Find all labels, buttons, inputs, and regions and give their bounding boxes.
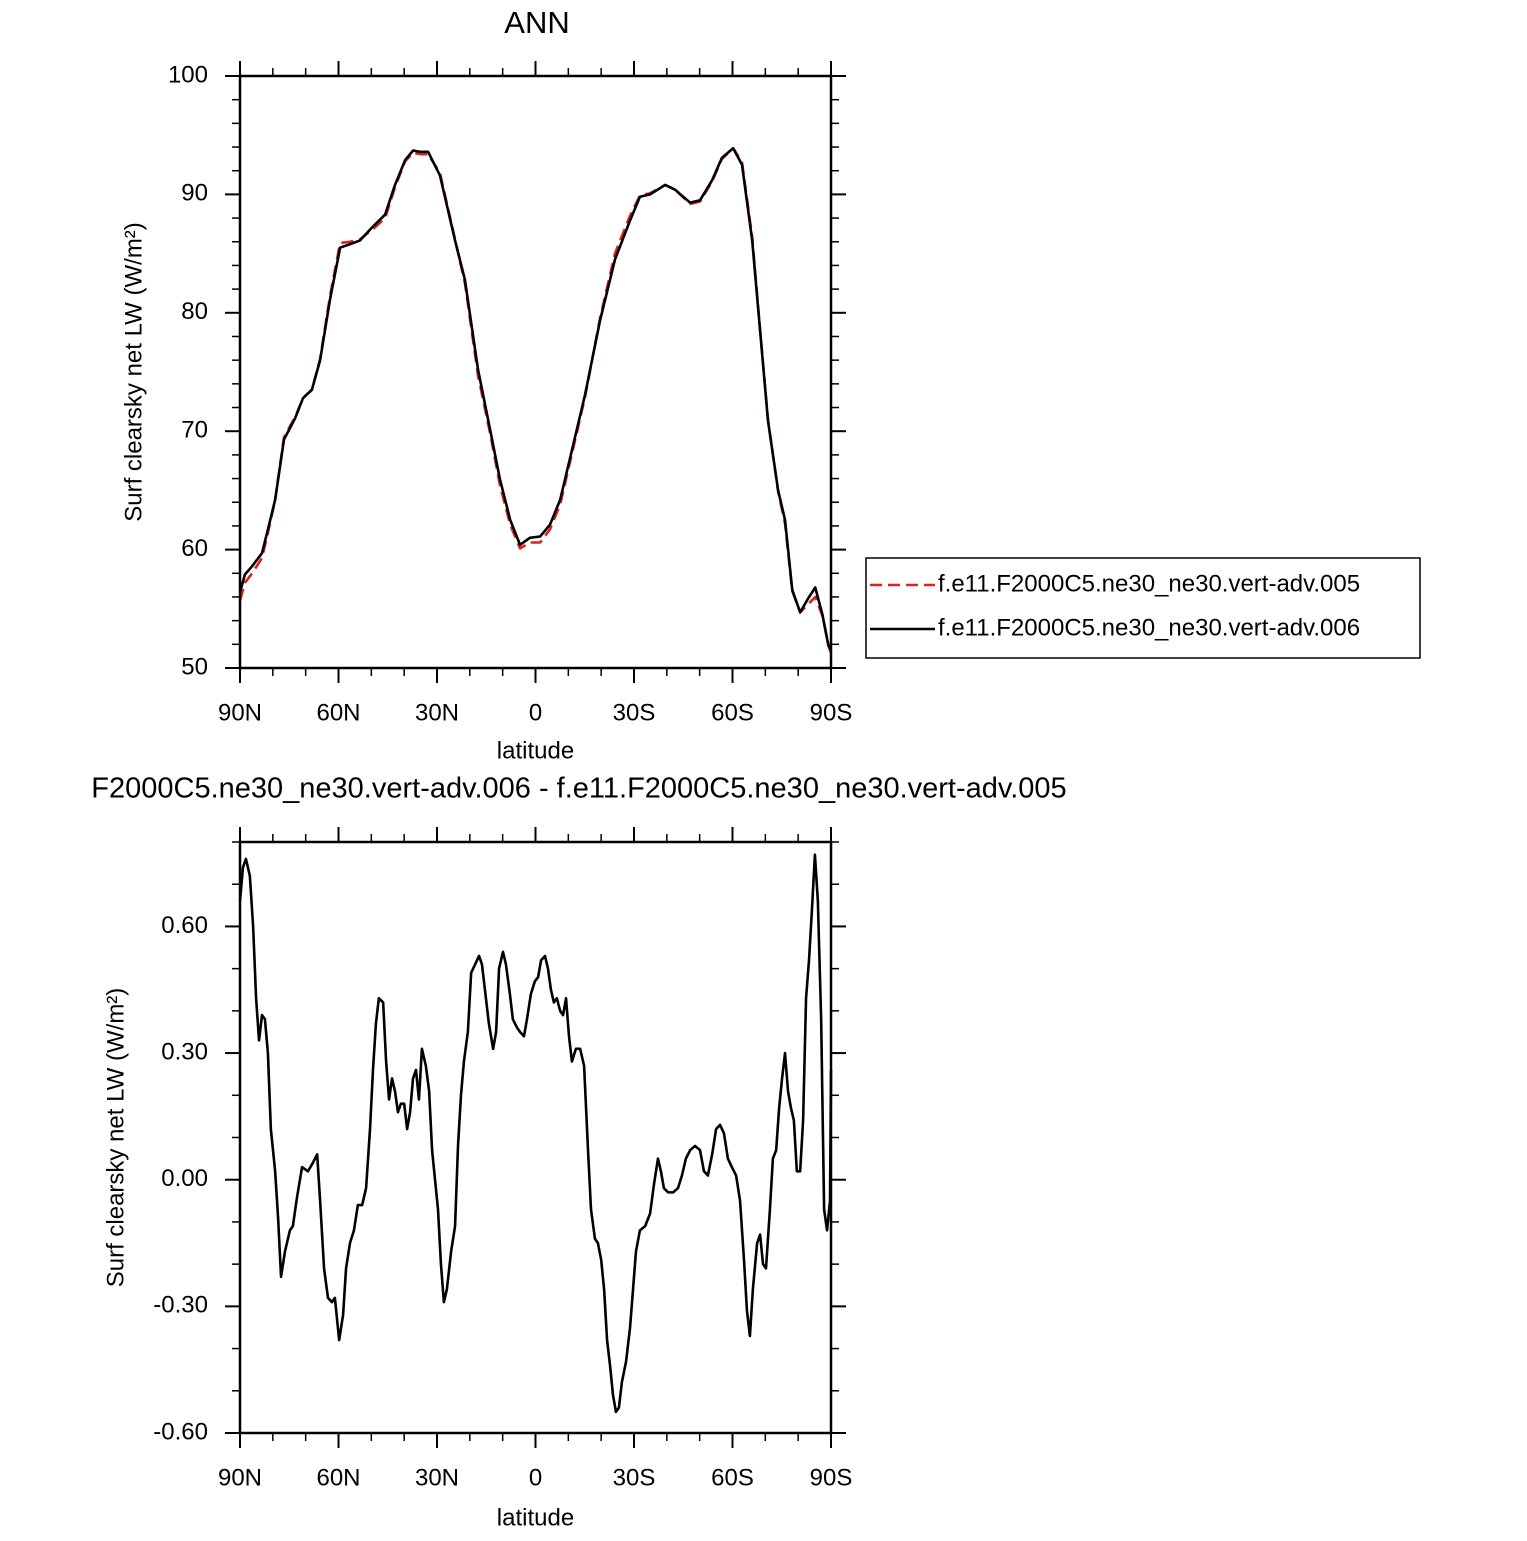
data-line [238,146,833,651]
y-tick-label: 60 [181,535,208,562]
y-tick-label: 100 [168,61,208,88]
chart-title: F2000C5.ne30_ne30.vert-adv.006 - f.e11.F… [91,773,1066,805]
x-tick-label: 30S [613,1464,656,1491]
y-tick-label: 0.60 [161,912,208,939]
y-tick-label: 50 [181,653,208,680]
y-axis-label: Surf clearsky net LW (W/m²) [102,988,129,1288]
x-tick-label: 60S [711,1464,754,1491]
x-tick-label: 90N [218,699,262,726]
y-tick-label: -0.30 [153,1292,208,1319]
y-tick-label: 0.00 [161,1165,208,1192]
x-axis-label: latitude [497,737,574,764]
x-tick-label: 60N [316,1464,360,1491]
y-axis-label: Surf clearsky net LW (W/m²) [120,222,147,522]
data-line [238,853,833,1414]
plot-frame [238,840,833,1435]
x-tick-label: 0 [529,1464,542,1491]
y-tick-label: 0.30 [161,1038,208,1065]
x-tick-label: 30S [613,699,656,726]
x-tick-label: 30N [415,1464,459,1491]
x-tick-label: 0 [529,699,542,726]
y-tick-label: 90 [181,180,208,207]
x-tick-label: 90S [810,699,853,726]
x-tick-label: 90N [218,1464,262,1491]
y-tick-label: 80 [181,298,208,325]
data-line [238,146,833,655]
chart-title: ANN [504,5,569,40]
legend-label: f.e11.F2000C5.ne30_ne30.vert-adv.005 [938,570,1360,597]
x-tick-label: 90S [810,1464,853,1491]
y-tick-label: 70 [181,417,208,444]
x-tick-label: 60N [316,699,360,726]
legend-label: f.e11.F2000C5.ne30_ne30.vert-adv.006 [938,614,1360,641]
legend-box [865,557,1421,659]
y-tick-label: -0.60 [153,1418,208,1445]
x-tick-label: 30N [415,699,459,726]
x-tick-label: 60S [711,699,754,726]
x-axis-label: latitude [497,1504,574,1531]
